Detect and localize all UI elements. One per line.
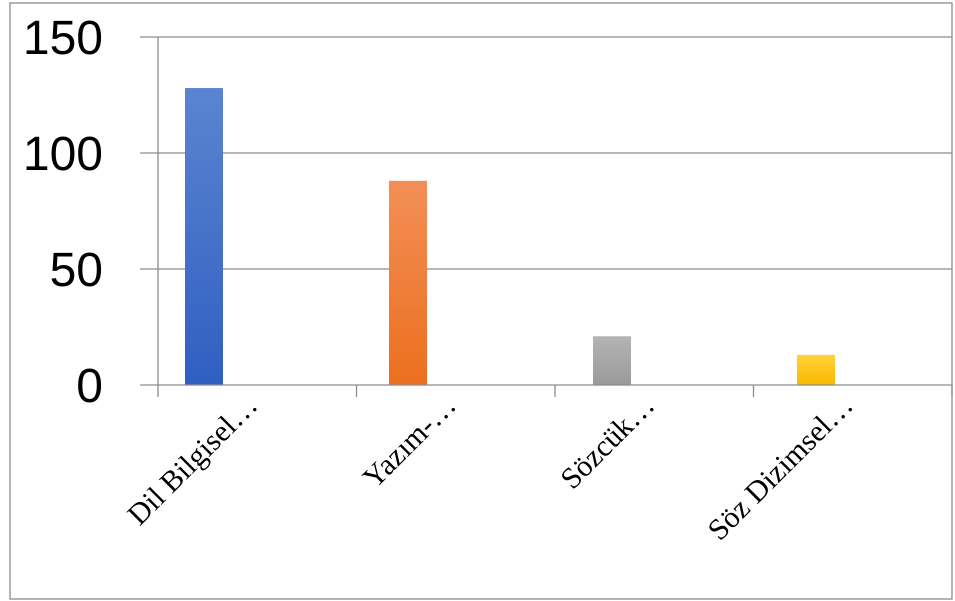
y-tick-label: 150 — [23, 12, 103, 65]
bar — [185, 88, 223, 385]
y-tick-label: 100 — [23, 128, 103, 181]
bar — [389, 180, 427, 385]
chart-border — [9, 2, 953, 600]
bar — [797, 354, 835, 385]
y-tick-label: 50 — [50, 244, 103, 297]
bar — [593, 336, 631, 385]
x-axis — [140, 37, 953, 397]
y-tick-label: 0 — [76, 360, 103, 413]
y-axis-ticks: 0 50 100 150 — [23, 12, 103, 413]
gridlines — [140, 36, 952, 270]
bars — [185, 88, 835, 385]
